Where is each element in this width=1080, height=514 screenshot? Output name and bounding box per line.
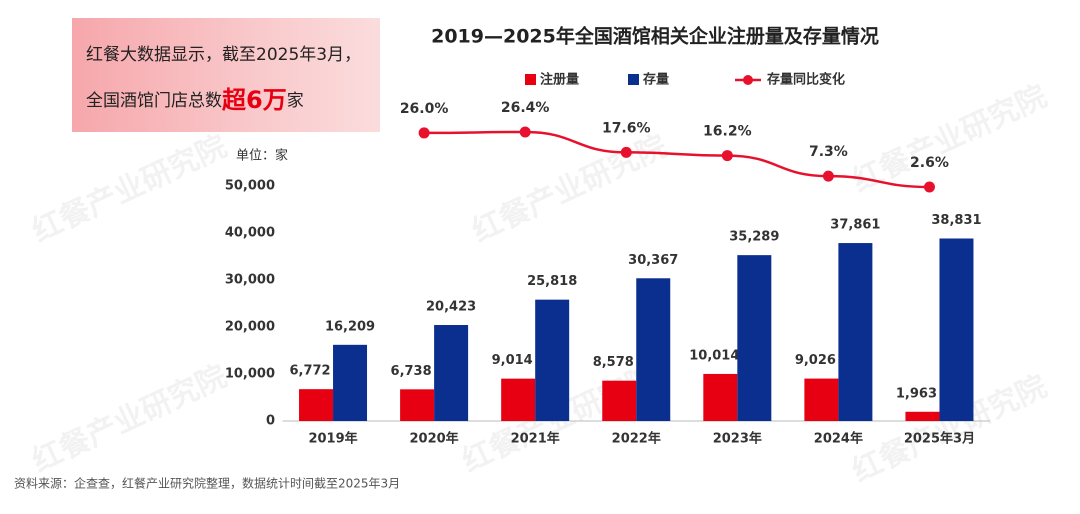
trend-value-label: 2.6%: [910, 155, 949, 171]
bar-value-label: 6,738: [391, 364, 432, 379]
x-tick-label: 2020年: [410, 431, 459, 447]
bar: [535, 299, 570, 421]
x-tick-label: 2019年: [308, 431, 357, 447]
bar-value-label: 30,367: [628, 253, 678, 268]
legend-swatch: [628, 74, 639, 85]
y-tick-label: 20,000: [225, 320, 275, 335]
legend-label: 注册量: [540, 72, 579, 88]
trend-value-label: 16.2%: [703, 124, 752, 140]
bar: [737, 255, 772, 421]
callout-line2: 全国酒馆门店总数超6万家: [86, 86, 304, 114]
legend-swatch: [525, 74, 536, 85]
source-note: 资料来源：企查查，红餐产业研究院整理，数据统计时间截至2025年3月: [14, 476, 400, 491]
unit-label: 单位：家: [236, 148, 288, 164]
bar-value-label: 10,014: [689, 348, 739, 363]
bar-value-label: 8,578: [593, 355, 634, 370]
bar-value-label: 35,289: [729, 230, 779, 245]
y-tick-label: 10,000: [225, 367, 275, 382]
y-tick-label: 50,000: [225, 179, 275, 194]
y-tick-label: 30,000: [225, 273, 275, 288]
trend-value-label: 26.0%: [400, 101, 449, 117]
legend-label: 存量: [643, 72, 669, 88]
y-tick-label: 0: [266, 414, 275, 429]
x-tick-label: 2023年: [713, 431, 762, 447]
bar-value-label: 20,423: [426, 300, 476, 315]
x-tick-label: 2024年: [814, 431, 863, 447]
callout-line1: 红餐大数据显示，截至2025年3月，: [86, 45, 361, 65]
bar-value-label: 25,818: [527, 274, 577, 289]
bar: [939, 238, 974, 421]
bar-value-label: 6,772: [289, 364, 330, 379]
watermark: 红餐产业研究院: [27, 129, 232, 249]
bar: [838, 243, 873, 421]
trend-point: [519, 126, 531, 138]
trend-point: [923, 181, 935, 193]
trend-line: [424, 130, 930, 189]
trend-value-label: 17.6%: [602, 120, 651, 136]
chart-title: 2019—2025年全国酒馆相关企业注册量及存量情况: [431, 25, 879, 48]
bar: [299, 389, 334, 421]
x-tick-label: 2021年: [511, 431, 560, 447]
bar-value-label: 9,014: [492, 353, 533, 368]
bar-value-label: 38,831: [931, 213, 981, 228]
x-tick-label: 2022年: [612, 431, 661, 447]
watermark: 红餐产业研究院: [467, 129, 672, 249]
bar: [333, 344, 368, 421]
trend-point: [620, 146, 632, 158]
watermark: 红餐产业研究院: [27, 359, 232, 479]
callout-box: [72, 18, 380, 132]
bar-value-label: 37,861: [830, 218, 880, 233]
trend-point: [822, 170, 834, 182]
bar: [905, 411, 940, 421]
bar: [602, 380, 637, 421]
bar: [400, 389, 435, 421]
callout-suffix: 家: [287, 91, 304, 111]
y-tick-label: 40,000: [225, 226, 275, 241]
bar-value-label: 16,209: [325, 319, 375, 334]
trend-point: [418, 127, 430, 139]
legend-label: 存量同比变化: [767, 72, 845, 88]
trend-value-label: 7.3%: [809, 144, 848, 160]
legend-marker: [743, 75, 753, 85]
bar: [703, 373, 738, 421]
bar-value-label: 1,963: [896, 386, 937, 401]
trend-point: [721, 150, 733, 162]
callout-highlight: 超6万: [222, 86, 287, 114]
bar: [804, 378, 839, 421]
callout-prefix: 全国酒馆门店总数: [86, 91, 222, 111]
bar: [501, 378, 536, 421]
trend-value-label: 26.4%: [501, 100, 550, 116]
bar: [636, 278, 671, 421]
bar-value-label: 9,026: [795, 353, 836, 368]
x-tick-label: 2025年3月: [904, 431, 975, 447]
bar: [434, 325, 469, 421]
